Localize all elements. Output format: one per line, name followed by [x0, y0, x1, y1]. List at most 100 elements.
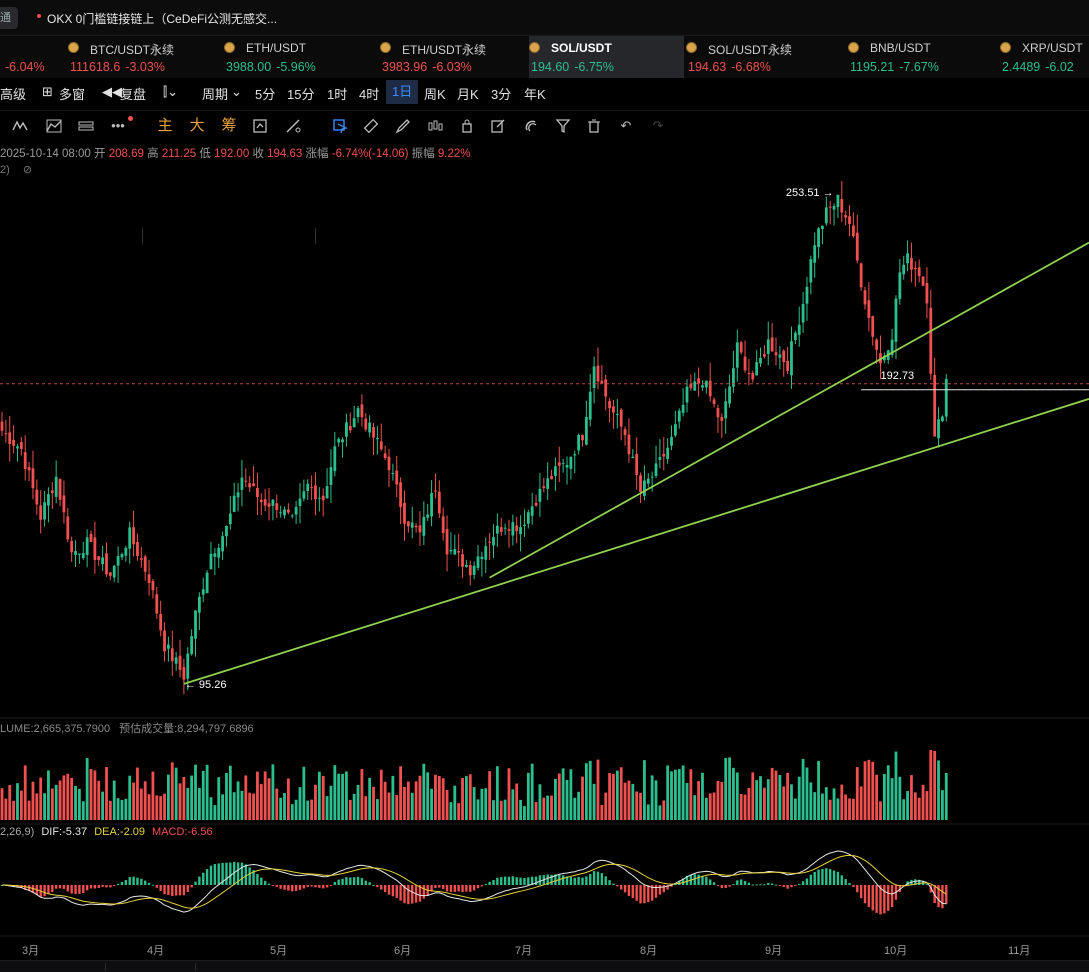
volume-bar: [890, 778, 894, 820]
indicator-icon[interactable]: [10, 116, 30, 136]
volume-bar: [19, 790, 23, 820]
volume-bar: [217, 777, 221, 820]
macd-bar: [852, 885, 855, 888]
ticker-values: 3983.96 -6.03%: [382, 60, 472, 74]
select-tool-icon[interactable]: [330, 116, 350, 136]
volume-bar: [871, 761, 875, 820]
candle-body: [859, 263, 863, 288]
macd-bar: [47, 885, 50, 895]
volume-bar: [561, 768, 565, 820]
candle-body: [217, 547, 221, 558]
interval-4[interactable]: 1日: [386, 80, 419, 104]
multi-window-button[interactable]: 多窗: [59, 87, 86, 102]
ticker-6[interactable]: BNB/USDT 1195.21 -7.67%: [848, 36, 998, 78]
volume-bar: [534, 802, 538, 820]
pen-icon[interactable]: [393, 116, 413, 136]
macd-bar: [70, 885, 73, 894]
volume-bar: [159, 796, 163, 820]
bars-icon[interactable]: [76, 116, 96, 136]
macd-bar: [887, 885, 890, 911]
draw-tool-icon[interactable]: [283, 116, 303, 136]
volume-bar: [410, 792, 414, 820]
period-dropdown[interactable]: 周期: [202, 87, 229, 102]
ticker-price: 3988.00: [226, 60, 272, 74]
ticker-4[interactable]: SOL/USDT 194.60 -6.75%: [529, 36, 684, 78]
interval-6[interactable]: 月K: [457, 87, 479, 102]
macd-bar: [306, 885, 309, 887]
candle-body: [78, 553, 81, 555]
interval-8[interactable]: 年K: [524, 87, 546, 102]
volume-bar: [279, 797, 283, 820]
interval-2[interactable]: 1时: [327, 87, 348, 102]
macd-bar: [654, 885, 658, 898]
replay-icon[interactable]: ◀◀: [102, 84, 122, 99]
candle-body: [770, 337, 774, 352]
news-headline[interactable]: OKX 0门槛链接链上（CeDeFi公测无感交...: [47, 12, 278, 26]
macd-bar: [256, 873, 259, 885]
ticker-3[interactable]: ETH/USDT永续 3983.96 -6.03%: [380, 36, 528, 78]
volume-bar: [16, 783, 19, 820]
volume-bar: [252, 793, 255, 820]
chevron-down-icon[interactable]: ⌄: [231, 84, 242, 99]
macd-bar: [755, 884, 758, 886]
coin-icon: [686, 42, 697, 53]
volume-bar: [759, 776, 762, 820]
lock-icon[interactable]: [457, 116, 477, 136]
macd-bar: [233, 861, 236, 885]
magnet-icon[interactable]: [521, 116, 541, 136]
area-chart-icon[interactable]: [44, 116, 64, 136]
trash-icon[interactable]: [584, 116, 604, 136]
volume-bar: [821, 793, 824, 820]
undo-icon[interactable]: ↶: [620, 118, 632, 133]
redo-icon[interactable]: ↷: [652, 118, 664, 133]
edit-icon[interactable]: [488, 116, 508, 136]
more-icon[interactable]: •••: [111, 118, 125, 133]
candle-body: [832, 206, 836, 210]
ticker-name: SOL/USDT永续: [708, 43, 793, 57]
interval-0[interactable]: 5分: [255, 87, 276, 102]
sidebar-tab[interactable]: 通: [0, 7, 18, 29]
advanced-button[interactable]: 高级: [0, 87, 27, 102]
overlay-toggle-0[interactable]: 主: [157, 117, 173, 134]
eye-hidden-icon[interactable]: ⊘: [22, 164, 33, 176]
ticker-change: -7.67%: [899, 60, 939, 74]
candle-body: [650, 476, 654, 478]
volume-bar: [863, 761, 867, 820]
ticker-5[interactable]: SOL/USDT永续 194.63 -6.68%: [686, 36, 846, 78]
candle-body: [228, 513, 232, 525]
macd-bar: [739, 879, 743, 885]
candle-tool-icon[interactable]: [425, 116, 445, 136]
volume-bar: [654, 780, 658, 820]
interval-3[interactable]: 4时: [359, 87, 380, 102]
candle-body: [817, 228, 820, 248]
ruler-icon[interactable]: [361, 116, 381, 136]
ticker-7[interactable]: XRP/USDT 2.4489 -6.02: [1000, 36, 1089, 78]
macd-bar: [608, 880, 611, 885]
volume-bar: [434, 774, 437, 820]
filter-icon[interactable]: [553, 116, 573, 136]
candle-body: [708, 380, 712, 397]
ticker-0[interactable]: -6.04%: [0, 36, 60, 78]
macd-bar: [325, 885, 329, 888]
chart-type-icon[interactable]: ⫿⌄: [163, 84, 179, 99]
multi-window-icon[interactable]: ⊞: [42, 84, 53, 99]
macd-bar: [643, 885, 646, 904]
fullscreen-icon[interactable]: [250, 116, 270, 136]
volume-bar: [546, 795, 550, 820]
macd-bar: [511, 876, 515, 885]
candle-body: [666, 447, 670, 459]
macd-bar: [732, 884, 735, 886]
interval-5[interactable]: 周K: [424, 87, 446, 102]
interval-1[interactable]: 15分: [287, 87, 315, 102]
volume-bar: [944, 772, 948, 820]
news-bar: 通 OKX 0门槛链接链上（CeDeFi公测无感交...: [0, 0, 1089, 36]
overlay-toggle-2[interactable]: 筹: [221, 117, 237, 134]
candle-body: [259, 499, 263, 503]
ticker-1[interactable]: BTC/USDT永续 111618.6 -3.03%: [68, 36, 218, 78]
overlay-toggle-1[interactable]: 大: [189, 117, 205, 134]
high-price-label: 253.51 →: [786, 187, 834, 199]
interval-7[interactable]: 3分: [491, 87, 512, 102]
replay-button[interactable]: 复盘: [120, 87, 147, 102]
ticker-2[interactable]: ETH/USDT 3988.00 -5.96%: [224, 36, 374, 78]
